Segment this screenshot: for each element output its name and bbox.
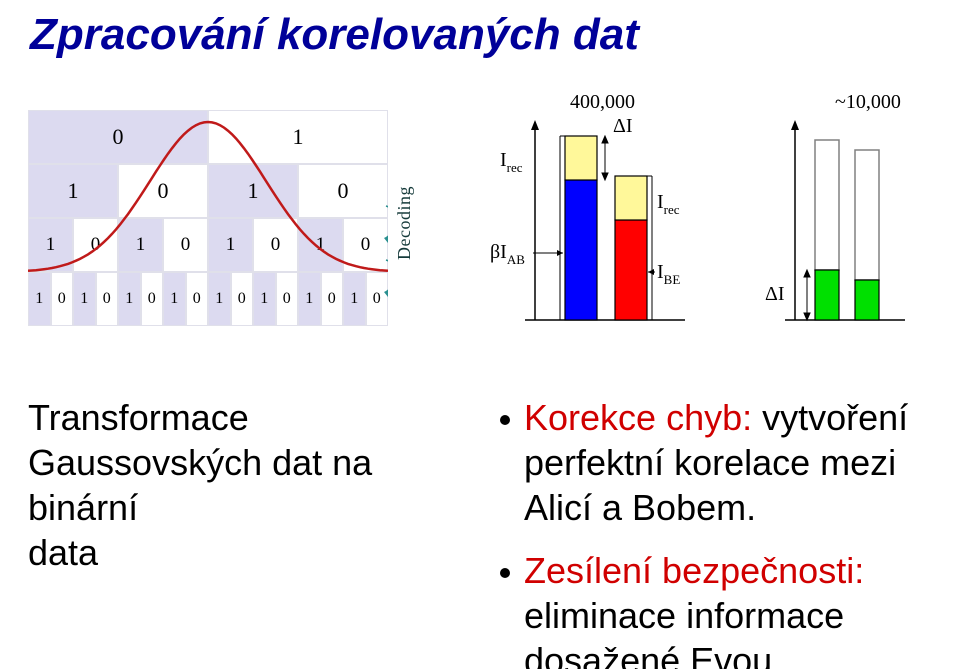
- grid-cell: 1: [208, 272, 231, 326]
- grid-cell: 0: [298, 164, 388, 218]
- bar-blue: [565, 180, 597, 320]
- grid-cell: 1: [343, 272, 366, 326]
- info-bars-diagram: 400,000 ~10,000 Irec βIAB ΔI: [465, 90, 940, 350]
- left-line3: data: [28, 530, 488, 575]
- grid-cell: 1: [163, 272, 186, 326]
- bullet-rest: eliminace informace dosažené Evou.: [524, 595, 844, 669]
- grid-cell: 1: [73, 272, 96, 326]
- binary-tree-grid: 01 1010 10101010 1010101010101010: [28, 110, 388, 326]
- bullet-term: Zesílení bezpečnosti:: [524, 550, 864, 591]
- grid-cell: 1: [298, 272, 321, 326]
- grid-cell: 1: [28, 218, 73, 272]
- label-400000: 400,000: [570, 91, 635, 113]
- bar2-green-right: [855, 280, 879, 320]
- label-Irec-left: Irec: [500, 149, 523, 175]
- label-dI: ΔI: [613, 115, 633, 137]
- bar-red: [615, 220, 647, 320]
- bar-yellow-left: [565, 136, 597, 180]
- grid-cell: 1: [28, 164, 118, 218]
- bullet-term: Korekce chyb:: [524, 397, 752, 438]
- grid-cell: 1: [28, 272, 51, 326]
- grid-cell: 0: [366, 272, 389, 326]
- grid-cell: 0: [163, 218, 208, 272]
- right-bullet-list: Korekce chyb: vytvoření perfektní korela…: [500, 395, 940, 669]
- grid-cell: 0: [141, 272, 164, 326]
- grid-cell: 1: [208, 218, 253, 272]
- bullet-dot-icon: [500, 415, 510, 425]
- left-line2: Gaussovských dat na binární: [28, 440, 488, 530]
- grid-cell: 0: [73, 218, 118, 272]
- label-10000: ~10,000: [835, 91, 901, 113]
- bullet-item: Korekce chyb: vytvoření perfektní korela…: [500, 395, 940, 530]
- grid-cell: 1: [118, 272, 141, 326]
- bullet-item: Zesílení bezpečnosti: eliminace informac…: [500, 548, 940, 669]
- label-Irec-right: Irec: [657, 191, 680, 217]
- grid-cell: 0: [118, 164, 208, 218]
- label-dI-2: ΔI: [765, 283, 785, 305]
- label-IBE: IBE: [657, 261, 680, 287]
- grid-cell: 0: [186, 272, 209, 326]
- grid-cell: 0: [51, 272, 74, 326]
- left-column-text: Transformace Gaussovských dat na binární…: [28, 395, 488, 575]
- grid-cell: 0: [96, 272, 119, 326]
- grid-cell: 0: [343, 218, 388, 272]
- left-line1: Transformace: [28, 395, 488, 440]
- label-bIAB: βIAB: [490, 241, 525, 267]
- grid-cell: 0: [28, 110, 208, 164]
- grid-cell: 0: [231, 272, 254, 326]
- bar-chart-1: Irec βIAB ΔI Irec IBE: [490, 115, 685, 320]
- grid-cell: 1: [118, 218, 163, 272]
- bullet-dot-icon: [500, 568, 510, 578]
- grid-cell: 0: [321, 272, 344, 326]
- bar-yellow-right: [615, 176, 647, 220]
- decoding-label: Decoding: [394, 186, 415, 260]
- grid-cell: 0: [276, 272, 299, 326]
- grid-cell: 1: [298, 218, 343, 272]
- bar2-empty-left: [815, 140, 839, 270]
- grid-cell: 1: [208, 164, 298, 218]
- bar2-empty-right: [855, 150, 879, 280]
- grid-cell: 0: [253, 218, 298, 272]
- grid-cell: 1: [253, 272, 276, 326]
- bar-chart-2: ΔI: [765, 120, 905, 320]
- page-title: Zpracování korelovaných dat: [30, 10, 639, 60]
- grid-cell: 1: [208, 110, 388, 164]
- bar2-green-left: [815, 270, 839, 320]
